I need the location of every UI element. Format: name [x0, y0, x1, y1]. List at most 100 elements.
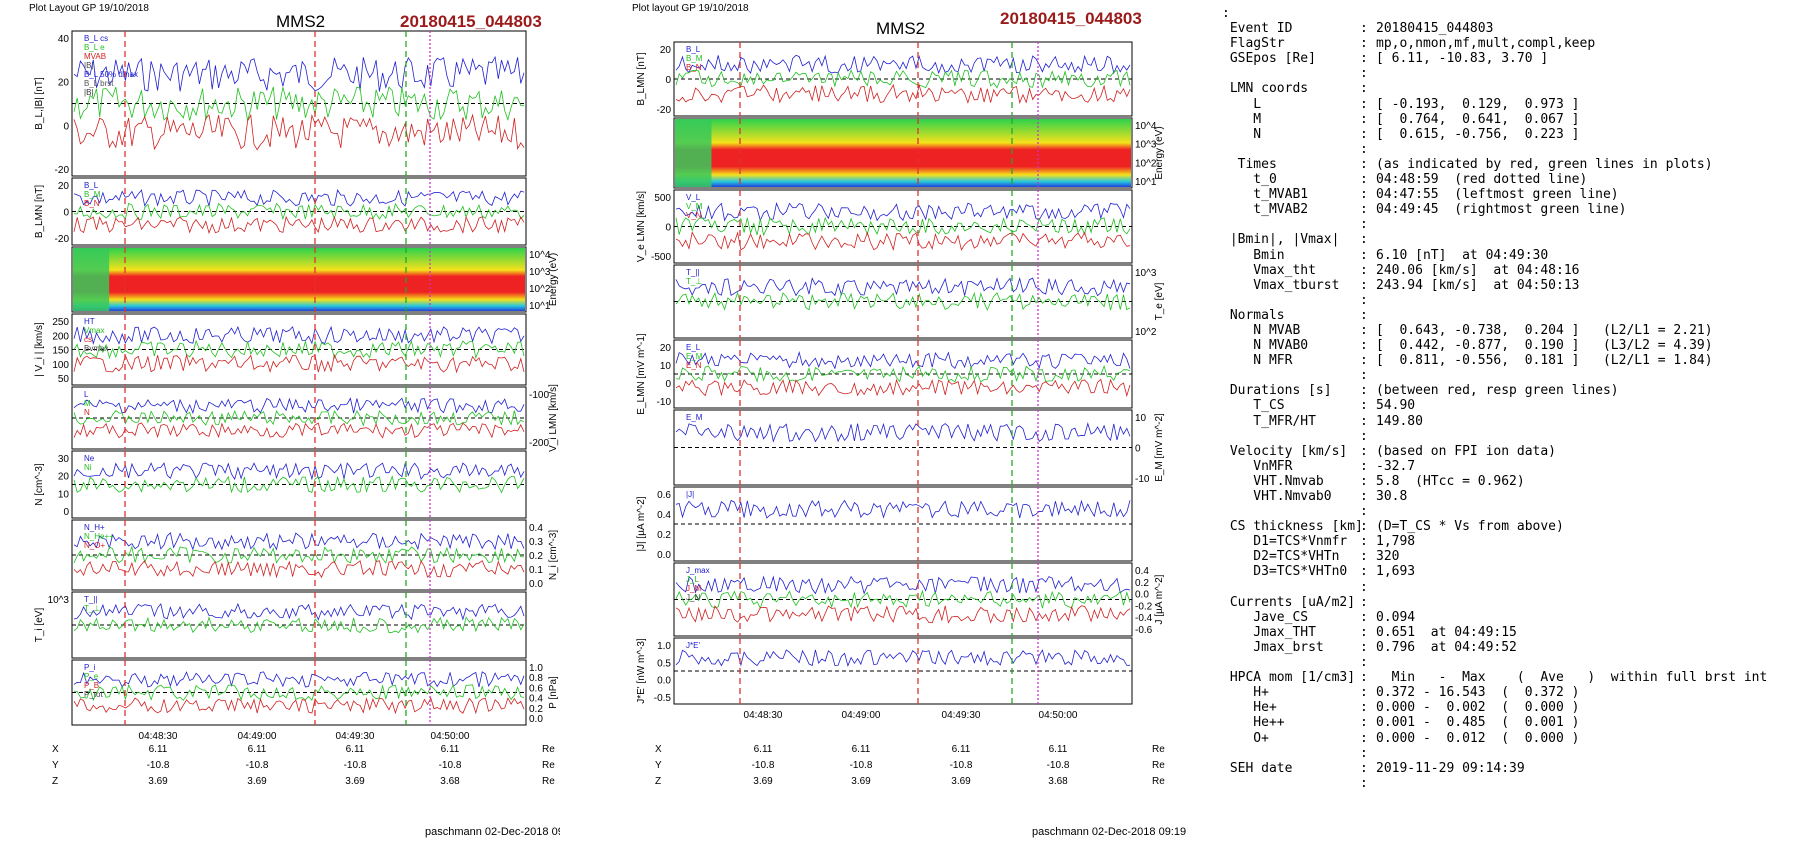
summary-key: D1=TCS*Vnmfr — [1222, 534, 1348, 550]
summary-value: 1,798 — [1376, 534, 1416, 550]
right-ytick-left: 1.0 — [657, 641, 671, 652]
summary-key: Normals — [1222, 307, 1285, 323]
left-legend-entry: Bvmax — [84, 344, 108, 353]
right-legend-entry: J_L — [686, 575, 699, 584]
left-legend-entry: cs — [84, 335, 92, 344]
left-spacecraft-title: MMS2 — [276, 12, 325, 31]
summary-key: He+ — [1222, 700, 1277, 716]
right-subplot-frame — [673, 637, 1133, 705]
right-subplot-0: 20 0 -20 B_LMN [nT] B_LB_MB_N — [636, 41, 1133, 117]
left-legend-entry: P_B — [84, 681, 99, 690]
left-spectrogram-fill — [73, 248, 525, 311]
right-subplot-5: 10 0 -10 E_M [mV m^-2] E_M — [673, 409, 1165, 486]
summary-row: M: [ 0.764, 0.641, 0.067 ] — [1222, 112, 1767, 127]
left-ephem-value: 3.69 — [345, 776, 365, 787]
summary-row: H+:0.372 - 16.543 ( 0.372 ) — [1222, 685, 1767, 700]
summary-separator: : — [1360, 413, 1368, 429]
left-ylabel: N_i [cm^-3] — [548, 530, 559, 580]
right-spectrogram-early — [675, 119, 712, 187]
right-trace — [675, 276, 1131, 297]
right-subplot-frame — [673, 189, 1133, 264]
left-legend-entry: |B| — [84, 61, 94, 70]
summary-separator: : — [1360, 156, 1368, 172]
right-ytick-left: 0.6 — [657, 490, 671, 501]
right-ephem-value: 6.11 — [952, 744, 971, 755]
left-subplot-7: 10^3T_i [eV] T_||T_⊥ — [34, 591, 527, 659]
left-ytick-left: 100 — [52, 360, 69, 371]
left-layout-label: Plot Layout GP 19/10/2018 — [29, 3, 149, 14]
left-ytick-right: 10^2 — [529, 284, 551, 295]
right-footer: paschmann 02-Dec-2018 09:19 — [1032, 826, 1186, 838]
left-ytick-right: 0.2 — [529, 704, 543, 715]
summary-value: 0.651 at 04:49:15 — [1376, 624, 1517, 640]
right-ephem-label: Z — [655, 776, 661, 787]
right-ytick-left: 0.0 — [657, 676, 671, 687]
summary-row: O+:0.000 - 0.012 ( 0.000 ) — [1222, 731, 1767, 746]
summary-separator: : — [1360, 217, 1368, 233]
right-ylabel: |J| [µA m^-2] — [636, 496, 647, 551]
summary-key: Durations [s] — [1222, 383, 1332, 399]
left-ytick-right: 0.0 — [529, 714, 543, 725]
left-ytick-left: 20 — [58, 472, 70, 483]
left-legend-entry: B_L — [84, 181, 99, 190]
right-ytick-left: 20 — [660, 343, 672, 354]
summary-separator: : — [1360, 700, 1368, 716]
left-ytick-left: 10^3 — [48, 595, 70, 606]
left-trace — [73, 683, 525, 702]
summary-key: M — [1222, 111, 1262, 127]
left-ytick-left: 150 — [52, 346, 69, 357]
left-legend-entry: N_O+ — [84, 541, 105, 550]
summary-key: CS thickness [km] — [1222, 519, 1363, 535]
right-ephem-label: Y — [655, 760, 662, 771]
right-ytick-right: 10^1 — [1135, 177, 1157, 188]
right-legend-entry: V_M — [686, 202, 703, 211]
left-trace — [73, 475, 525, 494]
summary-separator: : — [1360, 202, 1368, 218]
left-ephem-value: 6.11 — [149, 744, 168, 755]
summary-separator: : — [1360, 504, 1368, 520]
summary-key: t_0 — [1222, 172, 1277, 188]
summary-value: 0.372 - 16.543 ( 0.372 ) — [1376, 685, 1580, 701]
left-subplot-8: 1.00.80.60.40.20.0 P [nPa] P_iP_eP_BP_tot — [71, 659, 559, 726]
left-ytick-right: 0.4 — [529, 523, 543, 534]
right-legend-entry: T_|| — [686, 268, 700, 277]
summary-separator: : — [1360, 247, 1368, 263]
left-trace — [73, 189, 525, 207]
summary-separator: : — [1360, 519, 1368, 535]
left-ephem-unit: Re — [542, 776, 555, 787]
summary-row: : — [1222, 6, 1767, 21]
left-ephem-unit: Re — [542, 744, 555, 755]
left-trace — [73, 397, 525, 415]
right-ytick-left: -500 — [651, 252, 671, 263]
right-ylabel: J [µA m^-2] — [1154, 574, 1165, 624]
summary-key: FlagStr — [1222, 36, 1285, 52]
summary-row: Vmax_tht:240.06 [km/s] at 04:48:16 — [1222, 263, 1767, 278]
summary-separator: : — [1360, 639, 1368, 655]
left-ephem-value: -10.8 — [439, 760, 462, 771]
summary-key: Currents [uA/m2] — [1222, 594, 1356, 610]
event-summary-table: : Event ID:20180415_044803 FlagStr: mp,o,… — [1222, 6, 1767, 791]
right-ytick-right: -0.2 — [1135, 601, 1153, 612]
summary-key — [1222, 655, 1360, 670]
right-ylabel: E_LMN [mV m^-1] — [636, 333, 647, 415]
left-ylabel: | V_i | [km/s] — [34, 322, 45, 377]
right-ytick-right: 10^3 — [1135, 268, 1157, 279]
right-event-id: 20180415_044803 — [1000, 9, 1142, 28]
right-trace — [675, 378, 1131, 398]
left-trace — [73, 55, 525, 92]
left-ephem-value: -10.8 — [344, 760, 367, 771]
right-ytick-right: -10 — [1135, 474, 1150, 485]
left-ephemeris-table: X 6.11 6.11 6.11 6.11 Re Y -10.8 -10.8 -10.8 -10.8… — [52, 744, 555, 787]
right-trace — [675, 605, 1131, 624]
left-ytick-right: 0.0 — [529, 579, 543, 590]
summary-value: 20180415_044803 — [1376, 21, 1494, 37]
right-ytick-left: 0.5 — [657, 658, 671, 669]
summary-separator: : — [1360, 398, 1368, 414]
summary-value: 2019-11-29 09:14:39 — [1376, 760, 1525, 776]
right-ephem-value: 3.69 — [851, 776, 871, 787]
right-ytick-right: 0.0 — [1135, 590, 1149, 601]
summary-separator: : — [1360, 730, 1368, 746]
summary-row: |Bmin|, |Vmax|: — [1222, 232, 1767, 247]
summary-value: (between red, resp green lines) — [1376, 383, 1619, 399]
left-ytick-left: -20 — [55, 165, 70, 176]
